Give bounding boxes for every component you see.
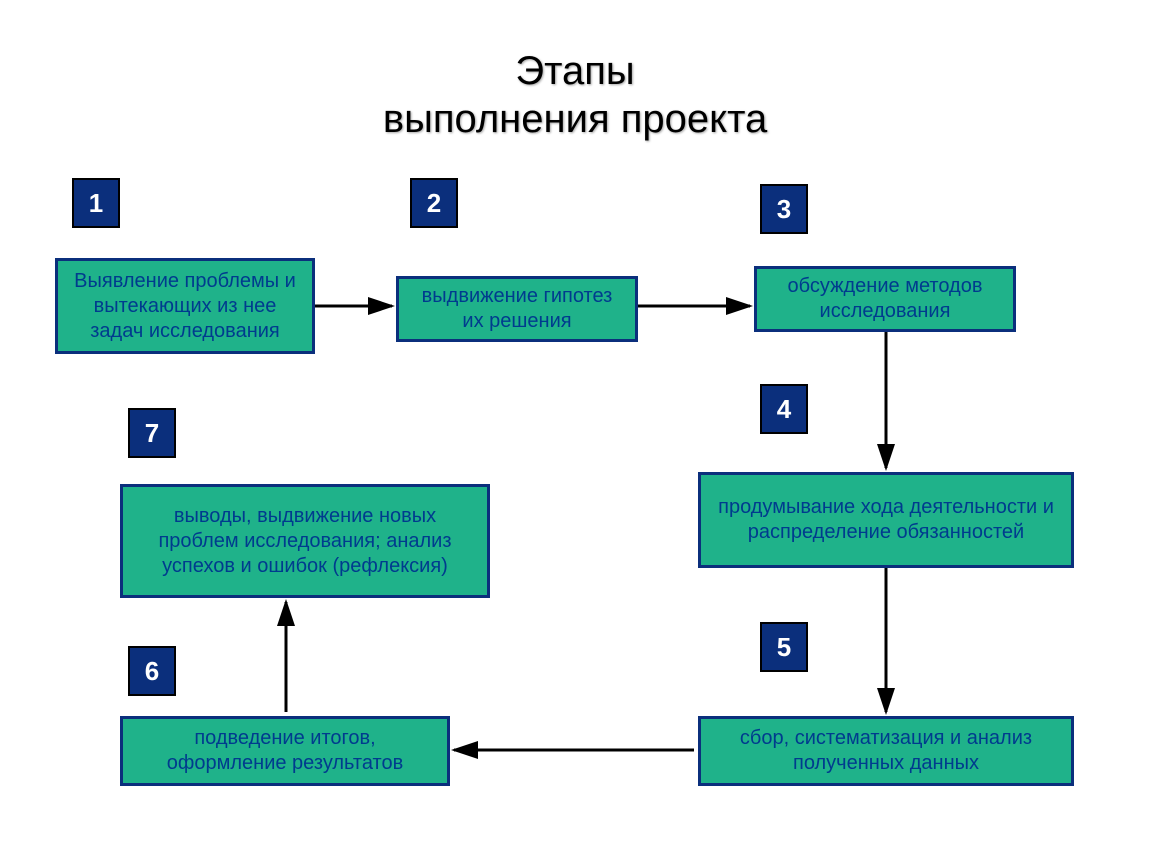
badge-1-label: 1 xyxy=(89,188,103,219)
step-1-label: Выявление проблемы и вытекающих из нее з… xyxy=(68,269,302,344)
badge-3: 3 xyxy=(760,184,808,234)
title-line-1: Этапы xyxy=(0,48,1150,94)
step-3: обсуждение методов исследования xyxy=(754,266,1016,332)
badge-5-label: 5 xyxy=(777,632,791,663)
step-6-label: подведение итогов, оформление результато… xyxy=(133,726,437,776)
title-line-2: выполнения проекта xyxy=(0,96,1150,142)
badge-6-label: 6 xyxy=(145,656,159,687)
step-7-label: выводы, выдвижение новых проблем исследо… xyxy=(133,504,477,579)
step-4: продумывание хода деятельности и распред… xyxy=(698,472,1074,568)
step-6: подведение итогов, оформление результато… xyxy=(120,716,450,786)
badge-5: 5 xyxy=(760,622,808,672)
step-5: сбор, систематизация и анализ полученных… xyxy=(698,716,1074,786)
flowchart-stage: Этапы выполнения проекта 1 2 3 4 5 6 7 В… xyxy=(0,0,1150,864)
badge-4-label: 4 xyxy=(777,394,791,425)
step-5-label: сбор, систематизация и анализ полученных… xyxy=(711,726,1061,776)
badge-1: 1 xyxy=(72,178,120,228)
badge-4: 4 xyxy=(760,384,808,434)
step-2: выдвижение гипотез их решения xyxy=(396,276,638,342)
step-7: выводы, выдвижение новых проблем исследо… xyxy=(120,484,490,598)
badge-2: 2 xyxy=(410,178,458,228)
badge-6: 6 xyxy=(128,646,176,696)
badge-2-label: 2 xyxy=(427,188,441,219)
badge-7-label: 7 xyxy=(145,418,159,449)
badge-7: 7 xyxy=(128,408,176,458)
badge-3-label: 3 xyxy=(777,194,791,225)
step-1: Выявление проблемы и вытекающих из нее з… xyxy=(55,258,315,354)
step-2-label: выдвижение гипотез их решения xyxy=(409,284,625,334)
step-4-label: продумывание хода деятельности и распред… xyxy=(711,495,1061,545)
step-3-label: обсуждение методов исследования xyxy=(767,274,1003,324)
